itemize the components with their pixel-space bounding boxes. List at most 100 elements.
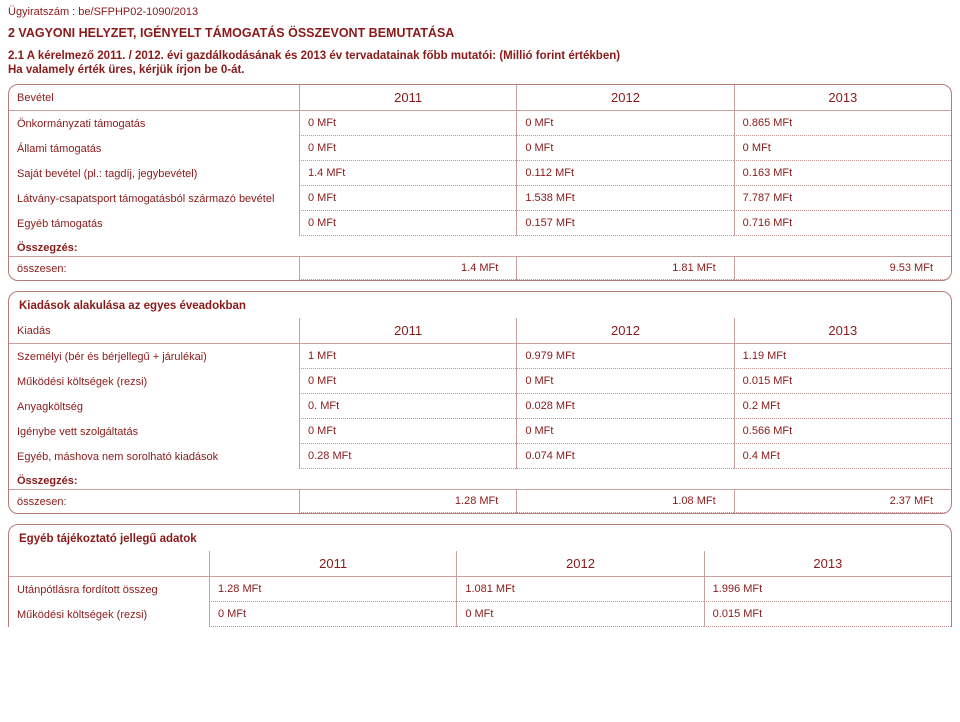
table-row: Saját bevétel (pl.: tagdíj, jegybevétel)…: [9, 161, 951, 186]
cell: 0 MFt: [299, 211, 516, 236]
cell: 0 MFt: [516, 111, 733, 136]
cell: 0.074 MFt: [516, 444, 733, 469]
cell: 0 MFt: [299, 111, 516, 136]
cell: 0.028 MFt: [516, 394, 733, 419]
table-row: Utánpótlásra fordított összeg 1.28 MFt 1…: [9, 577, 951, 602]
cell: 1.19 MFt: [734, 344, 951, 369]
row-label: Saját bevétel (pl.: tagdíj, jegybevétel): [9, 161, 299, 186]
cell: 0.015 MFt: [734, 369, 951, 394]
cell: 0 MFt: [299, 186, 516, 211]
other-header-row: 2011 2012 2013: [9, 551, 951, 577]
table-row: Anyagköltség 0. MFt 0.028 MFt 0.2 MFt: [9, 394, 951, 419]
cell: 0 MFt: [456, 602, 703, 627]
cell: 0.28 MFt: [299, 444, 516, 469]
section-title: 2 VAGYONI HELYZET, IGÉNYELT TÁMOGATÁS ÖS…: [8, 26, 952, 40]
table-row: Egyéb, máshova nem sorolható kiadások 0.…: [9, 444, 951, 469]
row-label: Működési költségek (rezsi): [9, 369, 299, 394]
sum-label-row: Összegzés:: [9, 236, 951, 256]
row-label: Állami támogatás: [9, 136, 299, 161]
cell: 1 MFt: [299, 344, 516, 369]
expenses-title: Kiadások alakulása az egyes éveadokban: [9, 292, 951, 318]
expenses-table: Kiadás 2011 2012 2013 Személyi (bér és b…: [9, 318, 951, 513]
sum-cell: 1.4 MFt: [299, 256, 516, 280]
sum-row: összesen: 1.4 MFt 1.81 MFt 9.53 MFt: [9, 256, 951, 280]
row-label: Igénybe vett szolgáltatás: [9, 419, 299, 444]
year-2011: 2011: [209, 551, 456, 577]
cell: 0.865 MFt: [734, 111, 951, 136]
sum-label: Összegzés:: [9, 236, 951, 256]
cell: 0 MFt: [516, 136, 733, 161]
cell: 1.081 MFt: [456, 577, 703, 602]
revenue-table: Bevétel 2011 2012 2013 Önkormányzati tám…: [9, 85, 951, 280]
sum-row-label: összesen:: [9, 489, 299, 513]
cell: 0 MFt: [734, 136, 951, 161]
cell: 0.163 MFt: [734, 161, 951, 186]
case-number: Ügyiratszám : be/SFPHP02-1090/2013: [8, 6, 952, 18]
table-row: Önkormányzati támogatás 0 MFt 0 MFt 0.86…: [9, 111, 951, 136]
year-2012: 2012: [516, 85, 733, 111]
sum-row: összesen: 1.28 MFt 1.08 MFt 2.37 MFt: [9, 489, 951, 513]
cell: 1.538 MFt: [516, 186, 733, 211]
cell: 0.157 MFt: [516, 211, 733, 236]
cell: 0.2 MFt: [734, 394, 951, 419]
intro-line-2: Ha valamely érték üres, kérjük írjon be …: [8, 64, 952, 76]
table-row: Állami támogatás 0 MFt 0 MFt 0 MFt: [9, 136, 951, 161]
row-label: Működési költségek (rezsi): [9, 602, 209, 627]
cell: 0. MFt: [299, 394, 516, 419]
year-2013: 2013: [704, 551, 951, 577]
row-label: Egyéb támogatás: [9, 211, 299, 236]
cell: 0.979 MFt: [516, 344, 733, 369]
year-2013: 2013: [734, 318, 951, 344]
sum-label: Összegzés:: [9, 469, 951, 489]
table-row: Egyéb támogatás 0 MFt 0.157 MFt 0.716 MF…: [9, 211, 951, 236]
cell: 0 MFt: [516, 419, 733, 444]
cell: 0.716 MFt: [734, 211, 951, 236]
cell: 1.996 MFt: [704, 577, 951, 602]
row-label: Anyagköltség: [9, 394, 299, 419]
cell: 0.015 MFt: [704, 602, 951, 627]
intro-line-1: 2.1 A kérelmező 2011. / 2012. évi gazdál…: [8, 50, 952, 62]
sum-row-label: összesen:: [9, 256, 299, 280]
table-row: Személyi (bér és bérjellegű + járulékai)…: [9, 344, 951, 369]
sum-cell: 9.53 MFt: [734, 256, 951, 280]
year-2012: 2012: [456, 551, 703, 577]
row-label: Személyi (bér és bérjellegű + járulékai): [9, 344, 299, 369]
row-label: Utánpótlásra fordított összeg: [9, 577, 209, 602]
expenses-panel: Kiadások alakulása az egyes éveadokban K…: [8, 291, 952, 514]
revenue-panel: Bevétel 2011 2012 2013 Önkormányzati tám…: [8, 84, 952, 281]
sum-cell: 1.81 MFt: [516, 256, 733, 280]
expenses-header-row: Kiadás 2011 2012 2013: [9, 318, 951, 344]
table-row: Működési költségek (rezsi) 0 MFt 0 MFt 0…: [9, 369, 951, 394]
cell: 0.4 MFt: [734, 444, 951, 469]
row-label: Látvány-csapatsport támogatásból származ…: [9, 186, 299, 211]
table-row: Igénybe vett szolgáltatás 0 MFt 0 MFt 0.…: [9, 419, 951, 444]
cell: 0 MFt: [299, 419, 516, 444]
cell: 0 MFt: [209, 602, 456, 627]
row-label: Önkormányzati támogatás: [9, 111, 299, 136]
cell: 0.112 MFt: [516, 161, 733, 186]
cell: 7.787 MFt: [734, 186, 951, 211]
year-2011: 2011: [299, 85, 516, 111]
other-info-title: Egyéb tájékoztató jellegű adatok: [9, 525, 951, 551]
sum-cell: 1.08 MFt: [516, 489, 733, 513]
sum-cell: 2.37 MFt: [734, 489, 951, 513]
other-info-table: 2011 2012 2013 Utánpótlásra fordított ös…: [9, 551, 951, 627]
expenses-header-label: Kiadás: [9, 318, 299, 344]
cell: 0.566 MFt: [734, 419, 951, 444]
sum-cell: 1.28 MFt: [299, 489, 516, 513]
row-label: Egyéb, máshova nem sorolható kiadások: [9, 444, 299, 469]
revenue-header-row: Bevétel 2011 2012 2013: [9, 85, 951, 111]
cell: 0 MFt: [299, 369, 516, 394]
cell: 1.28 MFt: [209, 577, 456, 602]
other-info-panel: Egyéb tájékoztató jellegű adatok 2011 20…: [8, 524, 952, 627]
year-2012: 2012: [516, 318, 733, 344]
sum-label-row: Összegzés:: [9, 469, 951, 489]
year-2013: 2013: [734, 85, 951, 111]
empty-header: [9, 551, 209, 577]
revenue-header-label: Bevétel: [9, 85, 299, 111]
year-2011: 2011: [299, 318, 516, 344]
table-row: Működési költségek (rezsi) 0 MFt 0 MFt 0…: [9, 602, 951, 627]
cell: 0 MFt: [299, 136, 516, 161]
table-row: Látvány-csapatsport támogatásból származ…: [9, 186, 951, 211]
cell: 0 MFt: [516, 369, 733, 394]
